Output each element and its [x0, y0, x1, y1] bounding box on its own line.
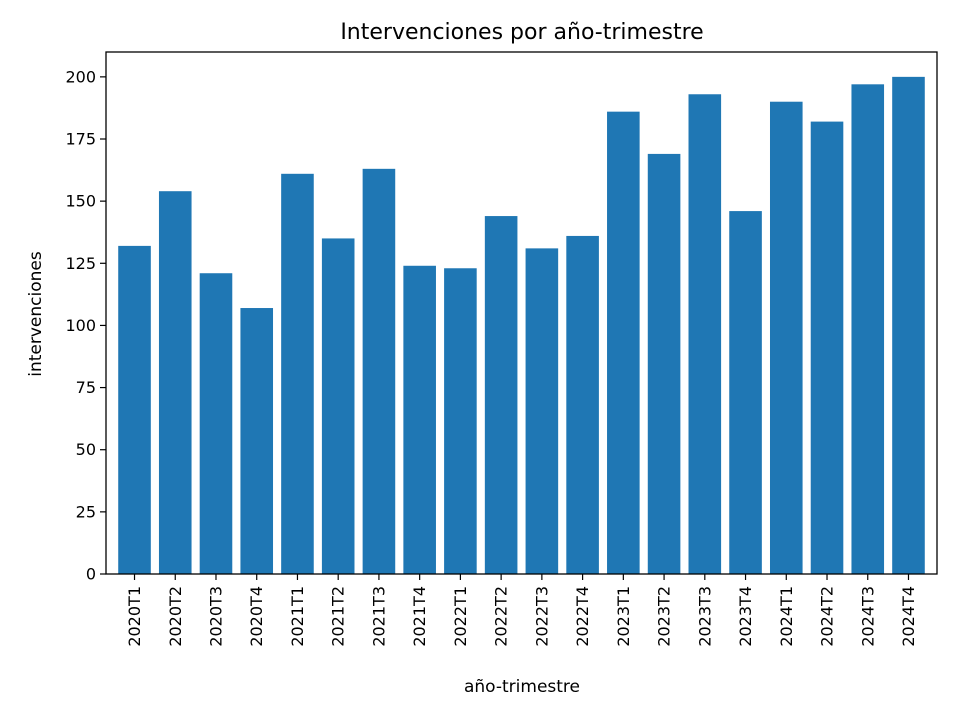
x-tick-label: 2024T1	[777, 586, 796, 647]
bar-2023T1	[607, 111, 640, 574]
x-tick-label: 2022T4	[573, 586, 592, 647]
bar-2020T4	[240, 308, 274, 574]
bar-2021T1	[281, 173, 314, 575]
x-tick-label: 2023T2	[655, 586, 674, 647]
x-tick-label: 2023T4	[736, 586, 755, 647]
bar-2020T3	[199, 273, 233, 574]
bar-2024T1	[769, 101, 803, 575]
x-tick-label: 2023T3	[695, 586, 714, 647]
bar-2024T2	[810, 121, 844, 574]
y-tick-label: 175	[65, 130, 96, 149]
x-tick-label: 2024T3	[858, 586, 877, 647]
x-tick-label: 2024T4	[899, 586, 918, 647]
bar-2023T3	[688, 94, 722, 574]
bar-2024T4	[892, 76, 925, 575]
x-tick-label: 2020T3	[206, 586, 225, 647]
x-tick-label: 2022T1	[451, 586, 470, 647]
y-tick-label: 50	[76, 440, 96, 459]
chart-title: Intervenciones por año-trimestre	[340, 20, 703, 45]
bar-2023T4	[729, 211, 762, 574]
x-tick-label: 2022T2	[492, 586, 511, 647]
y-tick-label: 100	[65, 316, 96, 335]
bar-2022T4	[566, 235, 599, 574]
bar-2022T3	[525, 248, 559, 574]
bar-2022T2	[484, 216, 518, 574]
y-tick-label: 75	[76, 378, 96, 397]
bar-2023T2	[647, 153, 681, 574]
y-tick-label: 150	[65, 192, 96, 211]
x-tick-label: 2021T3	[369, 586, 388, 647]
bar-2021T3	[362, 168, 396, 574]
y-tick-label: 125	[65, 254, 96, 273]
x-tick-label: 2023T1	[614, 586, 633, 647]
plot-area	[105, 51, 938, 575]
x-tick-label: 2021T1	[288, 586, 307, 647]
x-tick-label: 2021T4	[410, 586, 429, 647]
bar-2020T1	[118, 245, 151, 574]
y-axis-label: intervenciones	[26, 251, 46, 377]
x-tick-label: 2020T4	[247, 586, 266, 647]
y-tick-label: 0	[86, 565, 96, 584]
x-tick-label: 2024T2	[818, 586, 837, 647]
bar-2022T1	[444, 268, 477, 574]
axes-frame	[105, 51, 938, 575]
x-tick-label: 2021T2	[329, 586, 348, 647]
y-tick-label: 200	[65, 67, 96, 86]
x-tick-label: 2020T2	[166, 586, 185, 647]
bar-2021T4	[403, 265, 436, 574]
x-axis-label: año-trimestre	[464, 677, 580, 697]
x-axis: 2020T1 2020T2 2020T3 2020T4 2021T1 2021T2 2021…	[125, 574, 918, 647]
bar-2024T3	[851, 84, 885, 574]
y-axis: 0 25 50 75 100 125 150 175 200	[65, 67, 106, 584]
y-tick-label: 25	[76, 502, 96, 521]
bar-2021T2	[321, 238, 355, 574]
bar-2020T2	[158, 191, 192, 574]
x-tick-label: 2022T3	[532, 586, 551, 647]
x-tick-label: 2020T1	[125, 586, 144, 647]
